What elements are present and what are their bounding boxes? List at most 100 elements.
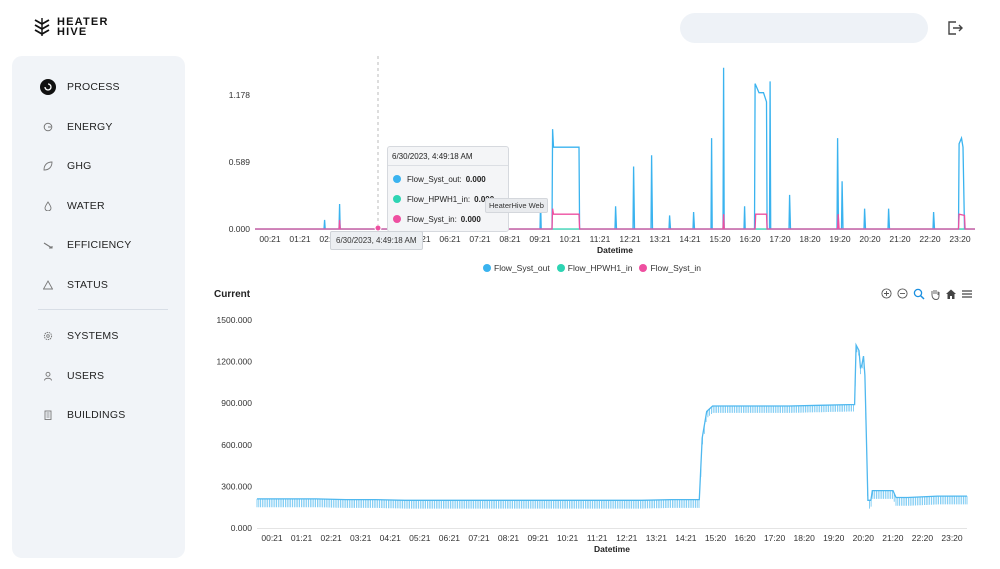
x-tick-label: 21:20: [882, 533, 904, 543]
sidebar-item-efficiency[interactable]: EFFICIENCY: [40, 235, 131, 255]
y-tick-label: 0.000: [229, 224, 251, 234]
efficiency-icon: [40, 237, 56, 253]
water-drop-icon: [40, 198, 56, 214]
sidebar-item-water[interactable]: WATER: [40, 196, 105, 216]
x-tick-label: 00:21: [261, 533, 283, 543]
y-tick-label: 0.000: [231, 523, 253, 533]
flow-chart-svg[interactable]: 0.0000.5891.17800:2101:2102:2103:2104:21…: [195, 56, 990, 278]
chart-toolbar: [880, 287, 973, 300]
logout-icon[interactable]: [946, 19, 964, 37]
x-tick-label: 04:21: [380, 533, 402, 543]
tooltip-row: Flow_HPWH1_in: 0.000: [388, 189, 508, 209]
x-tick-label: 07:21: [469, 234, 491, 244]
sidebar-item-energy[interactable]: ENERGY: [40, 117, 113, 137]
process-icon: [40, 79, 56, 95]
flow-chart[interactable]: 0.0000.5891.17800:2101:2102:2103:2104:21…: [195, 56, 990, 278]
tooltip-value: 0.000: [465, 174, 486, 184]
home-reset-icon[interactable]: [944, 287, 957, 300]
zoom-out-icon[interactable]: [896, 287, 909, 300]
legend-item-flow-syst-out[interactable]: Flow_Syst_out: [483, 263, 550, 273]
legend-marker: [483, 264, 491, 272]
sidebar-item-buildings[interactable]: BUILDINGS: [40, 405, 125, 425]
hover-tag: HeaterHive Web: [485, 198, 548, 213]
series-line-flow-syst-out[interactable]: [255, 67, 975, 230]
tooltip-value: 0.000: [460, 214, 481, 224]
energy-icon: [40, 119, 56, 135]
y-tick-label: 300.000: [221, 481, 252, 491]
x-tick-label: 18:20: [799, 234, 821, 244]
series-line-flow-syst-in[interactable]: [255, 208, 975, 230]
zoom-in-icon[interactable]: [880, 287, 893, 300]
flow-chart-legend: Flow_Syst_out Flow_HPWH1_in Flow_Syst_in: [483, 263, 701, 273]
series-line-current[interactable]: [257, 342, 967, 501]
sidebar-item-status[interactable]: STATUS: [40, 275, 108, 295]
x-tick-label: 14:21: [679, 234, 701, 244]
menu-icon[interactable]: [960, 287, 973, 300]
legend-marker: [639, 264, 648, 272]
sidebar-divider: [38, 309, 168, 310]
x-tick-label: 02:21: [320, 533, 342, 543]
zoom-selection-icon[interactable]: [912, 287, 925, 300]
hive-logo-icon: [34, 18, 50, 36]
sidebar-item-process[interactable]: PROCESS: [40, 77, 120, 97]
x-tick-label: 13:21: [646, 533, 668, 543]
sidebar-item-label: WATER: [67, 200, 105, 212]
x-tick-label: 12:21: [616, 533, 638, 543]
x-tick-label: 16:20: [734, 533, 756, 543]
x-tick-label: 22:20: [912, 533, 934, 543]
x-tick-label: 23:20: [949, 234, 971, 244]
legend-label: Flow_HPWH1_in: [567, 263, 633, 273]
sidebar-item-ghg[interactable]: GHG: [40, 156, 92, 176]
legend-label: Flow_Syst_in: [650, 263, 702, 273]
x-tick-label: 23:20: [941, 533, 963, 543]
leaf-icon: [40, 158, 56, 174]
legend-marker: [556, 264, 565, 272]
sidebar-item-label: USERS: [67, 370, 105, 382]
tooltip-label: Flow_HPWH1_in:: [407, 194, 471, 204]
x-tick-label: 18:20: [794, 533, 816, 543]
tooltip-row: Flow_Syst_in: 0.000: [388, 209, 508, 229]
tooltip-marker: [393, 175, 401, 183]
x-tick-label: 22:20: [919, 234, 941, 244]
x-tick-label: 20:20: [853, 533, 875, 543]
x-tick-label: 11:21: [590, 234, 611, 244]
x-tick-label: 15:20: [705, 533, 727, 543]
x-tick-label: 07:21: [468, 533, 490, 543]
x-tick-label: 09:21: [529, 234, 551, 244]
x-tick-label: 10:21: [559, 234, 581, 244]
x-tick-label: 19:20: [829, 234, 851, 244]
pan-hand-icon[interactable]: [928, 287, 941, 300]
tooltip-row: Flow_Syst_out: 0.000: [388, 169, 508, 189]
y-tick-label: 1500.000: [217, 315, 253, 325]
y-tick-label: 0.589: [229, 157, 251, 167]
search-input[interactable]: [680, 13, 928, 43]
tooltip-marker: [393, 215, 401, 223]
x-tick-label: 08:21: [498, 533, 520, 543]
tooltip-label: Flow_Syst_out:: [407, 174, 462, 184]
current-chart-svg[interactable]: 0.000 300.000 600.000 900.000 1200.000 1500.0…: [195, 284, 990, 562]
legend-item-flow-hpwh1-in[interactable]: Flow_HPWH1_in: [556, 263, 633, 273]
x-tick-label: 13:21: [649, 234, 671, 244]
sidebar-item-label: BUILDINGS: [67, 409, 126, 421]
sidebar-item-label: PROCESS: [67, 81, 120, 93]
sidebar-item-systems[interactable]: SYSTEMS: [40, 326, 119, 346]
x-tick-label: 06:21: [439, 234, 461, 244]
x-axis-title: Datetime: [594, 544, 630, 554]
series-noise-current: [256, 346, 968, 509]
legend-item-flow-syst-in[interactable]: Flow_Syst_in: [639, 263, 701, 273]
x-tick-label: 17:20: [764, 533, 786, 543]
x-tick-label: 03:21: [350, 533, 372, 543]
brand-logo[interactable]: HEATER HIVE: [33, 16, 109, 38]
brand-line-2: HIVE: [57, 26, 88, 38]
y-tick-label: 1.178: [229, 90, 251, 100]
sidebar-item-label: SYSTEMS: [67, 330, 119, 342]
sidebar-item-label: STATUS: [67, 279, 109, 291]
brand-line-1: HEATER: [57, 16, 109, 28]
current-chart[interactable]: Current 0.000 300.000 600.000 900.000 1200.0…: [195, 284, 990, 562]
x-tick-label: 01:21: [291, 533, 313, 543]
x-tick-label: 09:21: [527, 533, 549, 543]
sidebar: PROCESS ENERGY GHG WATER EFFICIENCY: [12, 56, 185, 558]
sidebar-item-users[interactable]: USERS: [40, 366, 104, 386]
brand-name: HEATER HIVE: [57, 16, 109, 38]
